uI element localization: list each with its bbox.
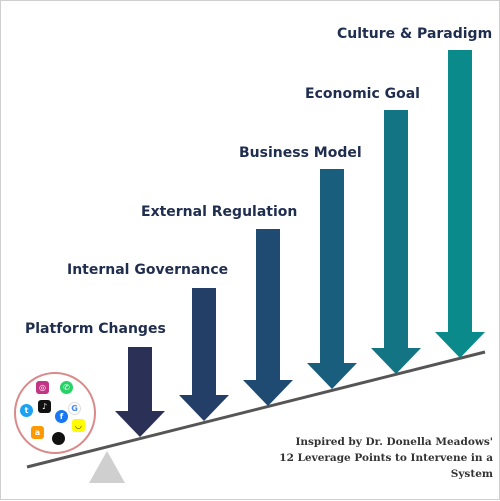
facebook-icon: f: [55, 410, 68, 423]
google-icon: G: [68, 402, 81, 415]
tiktok-icon: ♪: [38, 400, 51, 413]
level-label-external-regulation: External Regulation: [141, 204, 298, 220]
arrow-platform-changes: [115, 347, 165, 437]
twitter-icon: t: [20, 404, 33, 417]
level-label-internal-governance: Internal Governance: [67, 262, 229, 278]
arrow-economic-goal: [371, 110, 421, 374]
arrow-culture-paradigm: [435, 50, 485, 358]
attribution-caption: Inspired by Dr. Donella Meadows' 12 Leve…: [259, 434, 493, 482]
instagram-icon: ◎: [36, 381, 49, 394]
whatsapp-icon: ✆: [60, 381, 73, 394]
amazon-icon: a: [31, 426, 44, 439]
level-label-culture-paradigm: Culture & Paradigm: [337, 26, 493, 42]
level-label-platform-changes: Platform Changes: [25, 321, 166, 337]
level-label-economic-goal: Economic Goal: [305, 86, 420, 102]
apple-icon: [52, 432, 65, 445]
arrow-external-regulation: [243, 229, 293, 406]
snapchat-icon: ◡: [72, 419, 85, 432]
lever-bar: [26, 350, 486, 469]
level-label-business-model: Business Model: [239, 145, 362, 161]
arrow-business-model: [307, 169, 357, 389]
arrow-internal-governance: [179, 288, 229, 421]
caption-line-1: Inspired by Dr. Donella Meadows': [295, 436, 493, 448]
fulcrum-triangle: [89, 451, 125, 483]
caption-line-2: 12 Leverage Points to Intervene in a Sys…: [279, 452, 493, 480]
